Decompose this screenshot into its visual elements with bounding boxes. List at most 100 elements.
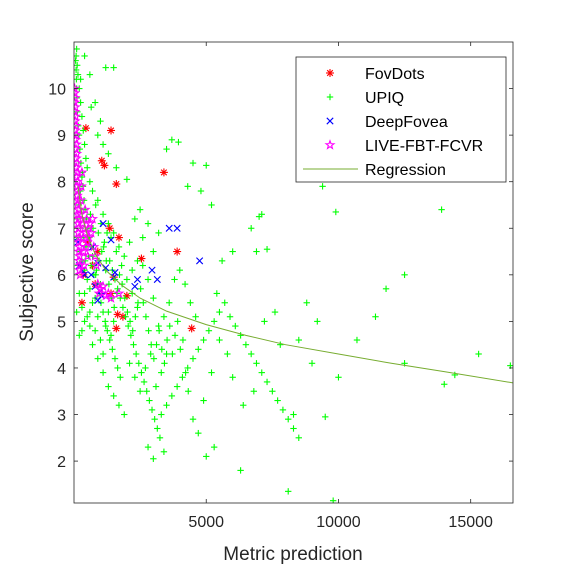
data-point bbox=[237, 332, 244, 339]
data-point bbox=[205, 327, 213, 334]
data-point bbox=[92, 278, 104, 289]
x-tick-label: 5000 bbox=[188, 514, 224, 531]
data-point bbox=[154, 425, 161, 432]
x-tick-label: 15000 bbox=[448, 514, 493, 531]
data-point bbox=[74, 45, 80, 53]
data-point bbox=[97, 117, 104, 125]
data-point bbox=[332, 208, 340, 216]
data-point bbox=[146, 397, 153, 404]
data-point bbox=[131, 282, 139, 291]
y-tick-label: 10 bbox=[48, 82, 66, 99]
data-point bbox=[177, 346, 184, 353]
data-point bbox=[192, 313, 199, 320]
data-point bbox=[163, 402, 170, 409]
data-point bbox=[261, 318, 268, 325]
data-point bbox=[127, 332, 135, 339]
data-point bbox=[161, 360, 168, 367]
data-point bbox=[101, 239, 108, 246]
data-point bbox=[126, 318, 134, 325]
data-point bbox=[274, 397, 281, 404]
data-point bbox=[451, 371, 459, 379]
data-point bbox=[126, 360, 133, 367]
data-point bbox=[130, 341, 137, 348]
data-point bbox=[240, 402, 247, 409]
data-point bbox=[187, 299, 194, 306]
data-point bbox=[114, 233, 123, 242]
data-point bbox=[295, 336, 302, 344]
data-point bbox=[137, 285, 144, 292]
data-point bbox=[114, 285, 121, 292]
data-point bbox=[163, 336, 171, 344]
y-axis-ticks: 2 3 4 5 6 7 8 9 10 bbox=[48, 82, 513, 471]
data-point bbox=[78, 113, 86, 120]
data-point bbox=[145, 327, 152, 334]
data-point bbox=[92, 201, 99, 209]
data-point bbox=[131, 215, 139, 223]
data-point bbox=[401, 271, 408, 279]
data-point bbox=[290, 425, 297, 432]
data-point bbox=[81, 290, 88, 297]
data-point bbox=[382, 285, 390, 292]
data-point bbox=[123, 176, 131, 183]
data-point bbox=[258, 369, 265, 376]
data-point bbox=[475, 350, 482, 358]
data-point bbox=[89, 299, 96, 306]
data-point bbox=[103, 229, 111, 237]
data-point bbox=[200, 397, 207, 404]
data-point bbox=[263, 378, 271, 386]
data-point bbox=[203, 453, 210, 460]
data-point bbox=[179, 336, 187, 344]
data-point bbox=[142, 313, 150, 320]
data-point bbox=[82, 155, 90, 162]
data-point bbox=[148, 266, 156, 274]
data-point bbox=[110, 229, 117, 237]
data-point bbox=[151, 415, 158, 423]
legend-swatch bbox=[326, 117, 334, 125]
data-point bbox=[232, 322, 239, 330]
data-point bbox=[203, 162, 210, 169]
data-point bbox=[76, 166, 88, 178]
data-point bbox=[77, 298, 86, 307]
data-point bbox=[441, 381, 448, 388]
data-point bbox=[97, 299, 105, 306]
data-point bbox=[372, 313, 379, 320]
data-point bbox=[163, 350, 170, 358]
data-point bbox=[253, 360, 260, 367]
data-point bbox=[142, 364, 149, 372]
data-point bbox=[112, 324, 121, 333]
data-point bbox=[166, 322, 173, 330]
data-point bbox=[78, 259, 90, 271]
data-point bbox=[179, 374, 186, 381]
data-point bbox=[113, 248, 120, 255]
data-point bbox=[89, 250, 101, 261]
data-point bbox=[308, 360, 316, 367]
data-point bbox=[200, 336, 207, 344]
x-tick-label: 10000 bbox=[316, 514, 361, 531]
data-point bbox=[118, 262, 125, 269]
y-tick-label: 8 bbox=[57, 175, 66, 192]
y-tick-label: 3 bbox=[57, 408, 66, 425]
data-point bbox=[81, 141, 88, 148]
data-point bbox=[105, 280, 113, 288]
legend-item: LIVE-FBT-FCVR bbox=[324, 138, 483, 155]
data-point bbox=[152, 383, 160, 390]
data-point bbox=[150, 455, 157, 462]
legend: FovDots UPIQ DeepFovea LIVE-FBT-FCVR Regress… bbox=[295, 56, 507, 183]
data-point bbox=[173, 383, 181, 390]
data-point bbox=[160, 313, 168, 320]
data-point bbox=[277, 341, 284, 348]
data-point bbox=[102, 264, 110, 272]
data-point bbox=[221, 299, 228, 306]
data-point bbox=[208, 369, 215, 376]
data-point bbox=[102, 287, 114, 299]
data-point bbox=[91, 327, 99, 334]
x-axis-label: Metric prediction bbox=[223, 544, 362, 565]
data-point bbox=[94, 197, 102, 204]
legend-item: Regression bbox=[303, 162, 446, 179]
data-point bbox=[285, 488, 292, 495]
data-point bbox=[121, 253, 128, 260]
data-point bbox=[121, 411, 128, 418]
data-point bbox=[165, 224, 173, 232]
data-point bbox=[168, 392, 176, 400]
data-point bbox=[314, 318, 321, 325]
